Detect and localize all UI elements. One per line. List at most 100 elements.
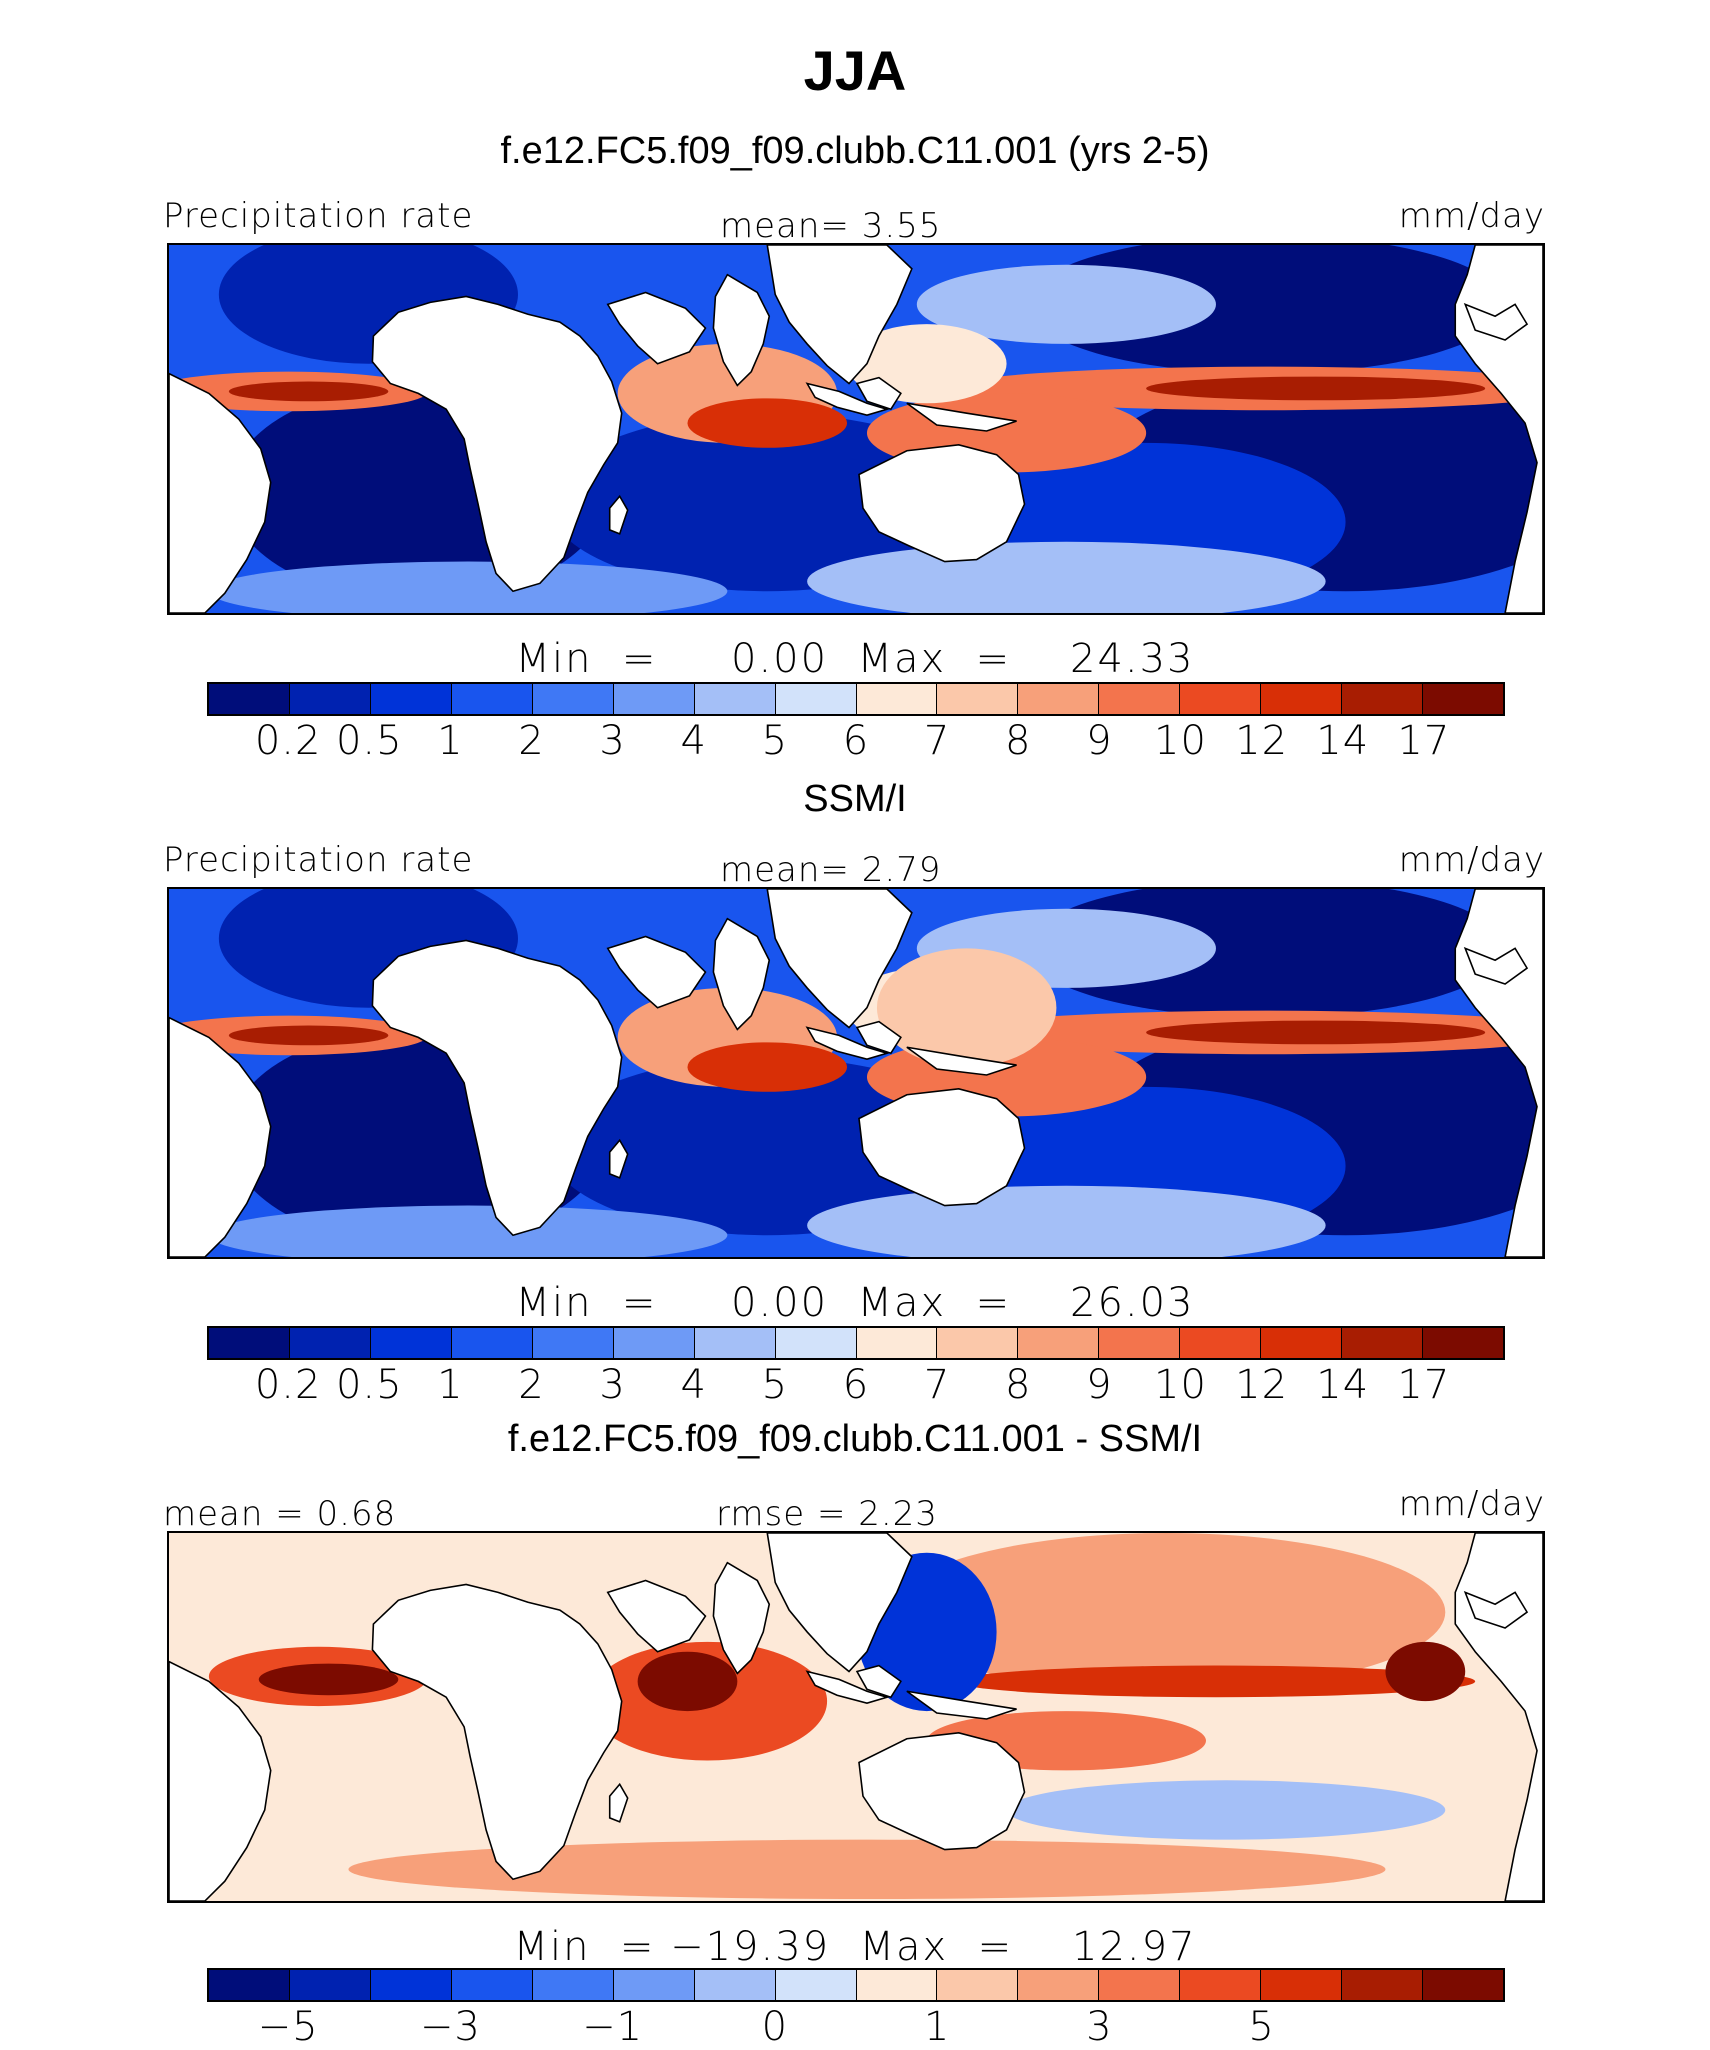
land-outline: [1463, 946, 1529, 985]
panel-3-rmse-label: rmse = 2.23: [716, 1494, 938, 1534]
land-outline: [371, 295, 623, 593]
colorbar-tick-label: 17: [1397, 1362, 1451, 1408]
colorbar-swatch: [1261, 1970, 1343, 2000]
colorbar-swatch: [856, 684, 938, 714]
land-outline: [1454, 1533, 1543, 1901]
colorbar-swatch: [613, 1328, 695, 1358]
panel-3-units-label: mm/day: [1398, 1484, 1545, 1524]
colorbar-swatch: [1342, 1970, 1424, 2000]
panel-2-subtitle: SSM/I: [803, 778, 907, 820]
colorbar-tick-label: 8: [1005, 1362, 1032, 1408]
panel-3-mean-label: mean = 0.68: [163, 1494, 397, 1534]
land-outline: [906, 402, 1017, 432]
colorbar-tick-label: −3: [419, 2004, 481, 2050]
panel-3-map-svg: [169, 1533, 1543, 1901]
colorbar-tick-label: 9: [1086, 1362, 1113, 1408]
land-outline: [608, 1138, 629, 1179]
colorbar-tick-label: 7: [923, 718, 951, 764]
panel-1-subtitle: f.e12.FC5.f09_f09.clubb.C11.001 (yrs 2-5…: [500, 130, 1210, 172]
land-outline: [169, 1660, 272, 1901]
colorbar-swatch: [775, 1328, 857, 1358]
colorbar-tick-label: 7: [923, 1362, 951, 1408]
land-outline: [1463, 302, 1529, 341]
land-outline: [906, 1046, 1017, 1076]
colorbar-tick-label: −5: [257, 2004, 319, 2050]
colorbar-tick-label: 1: [923, 2004, 951, 2050]
figure-title: JJA: [803, 39, 907, 102]
colorbar-swatch: [289, 684, 371, 714]
colorbar-tick-label: 2: [518, 718, 545, 764]
panel-2-map: [167, 887, 1545, 1259]
panel-1-units-label: mm/day: [1398, 196, 1545, 236]
colorbar-swatch: [1423, 1970, 1503, 2000]
colorbar-swatch: [1180, 684, 1262, 714]
colorbar-swatch: [694, 684, 776, 714]
panel-1-map-svg: [169, 245, 1543, 613]
panel-2-colorbar: [207, 1326, 1505, 1360]
land-outline: [855, 1020, 902, 1055]
panel-1-minmax: Min = 0.00 Max = 24.33: [515, 636, 1195, 682]
colorbar-tick-label: 0: [761, 2004, 789, 2050]
colorbar-swatch: [775, 1970, 857, 2000]
panel-3-subtitle: f.e12.FC5.f09_f09.clubb.C11.001 - SSM/I: [507, 1418, 1203, 1460]
colorbar-tick-label: 9: [1086, 718, 1113, 764]
colorbar-swatch: [289, 1970, 371, 2000]
colorbar-swatch: [532, 1328, 614, 1358]
colorbar-swatch: [532, 684, 614, 714]
land-outline: [712, 273, 771, 387]
colorbar-swatch: [451, 1328, 533, 1358]
colorbar-tick-label: 1: [437, 718, 464, 764]
colorbar-swatch: [1099, 1328, 1181, 1358]
colorbar-tick-label: 3: [1086, 2004, 1113, 2050]
panel-2-mean-label: mean= 2.79: [720, 850, 942, 890]
land-outline: [855, 1664, 902, 1699]
colorbar-tick-label: 5: [761, 718, 789, 764]
colorbar-swatch: [613, 1970, 695, 2000]
land-outline: [906, 1690, 1017, 1720]
colorbar-swatch: [451, 1970, 533, 2000]
colorbar-tick-label: 1: [437, 1362, 464, 1408]
colorbar-tick-label: 14: [1316, 1362, 1370, 1408]
colorbar-swatch: [209, 1970, 290, 2000]
colorbar-swatch: [370, 1328, 452, 1358]
land-outline: [858, 444, 1026, 563]
land-outline: [766, 1533, 913, 1673]
land-outline: [858, 1732, 1026, 1851]
colorbar-tick-label: 6: [842, 718, 870, 764]
colorbar-swatch: [613, 684, 695, 714]
land-outline: [1454, 889, 1543, 1257]
land-outline: [169, 372, 272, 613]
colorbar-swatch: [1423, 1328, 1503, 1358]
colorbar-tick-label: −1: [582, 2004, 644, 2050]
colorbar-swatch: [209, 684, 290, 714]
land-outline: [169, 1016, 272, 1257]
colorbar-swatch: [1180, 1970, 1262, 2000]
panel-2-map-svg: [169, 889, 1543, 1257]
land-outline: [858, 1088, 1026, 1207]
colorbar-tick-label: 12: [1235, 718, 1289, 764]
colorbar-swatch: [1261, 684, 1343, 714]
colorbar-tick-label: 3: [599, 1362, 626, 1408]
panel-3-colorbar: [207, 1968, 1505, 2002]
land-outline: [712, 917, 771, 1031]
colorbar-swatch: [370, 1970, 452, 2000]
land-outline: [1463, 1590, 1529, 1629]
land-outline: [1454, 245, 1543, 613]
colorbar-tick-label: 5: [1248, 2004, 1275, 2050]
panel-1-colorbar-ticks: 0.2 0.5 1 2 3 4 5 6 7 8 9 10 12 14 17: [207, 718, 1505, 764]
colorbar-tick-label: 17: [1397, 718, 1451, 764]
panel-2-variable-label: Precipitation rate: [163, 840, 474, 880]
colorbar-swatch: [937, 1328, 1019, 1358]
colorbar-tick-label: 6: [842, 1362, 870, 1408]
colorbar-swatch: [1423, 684, 1503, 714]
colorbar-swatch: [532, 1970, 614, 2000]
colorbar-swatch: [1261, 1328, 1343, 1358]
colorbar-swatch: [937, 1970, 1019, 2000]
colorbar-swatch: [775, 684, 857, 714]
land-outline: [608, 494, 629, 535]
land-outline: [606, 1579, 707, 1653]
colorbar-tick-label: 3: [599, 718, 626, 764]
colorbar-tick-label: 0.2: [254, 718, 322, 764]
colorbar-tick-label: 5: [761, 1362, 789, 1408]
colorbar-swatch: [856, 1970, 938, 2000]
